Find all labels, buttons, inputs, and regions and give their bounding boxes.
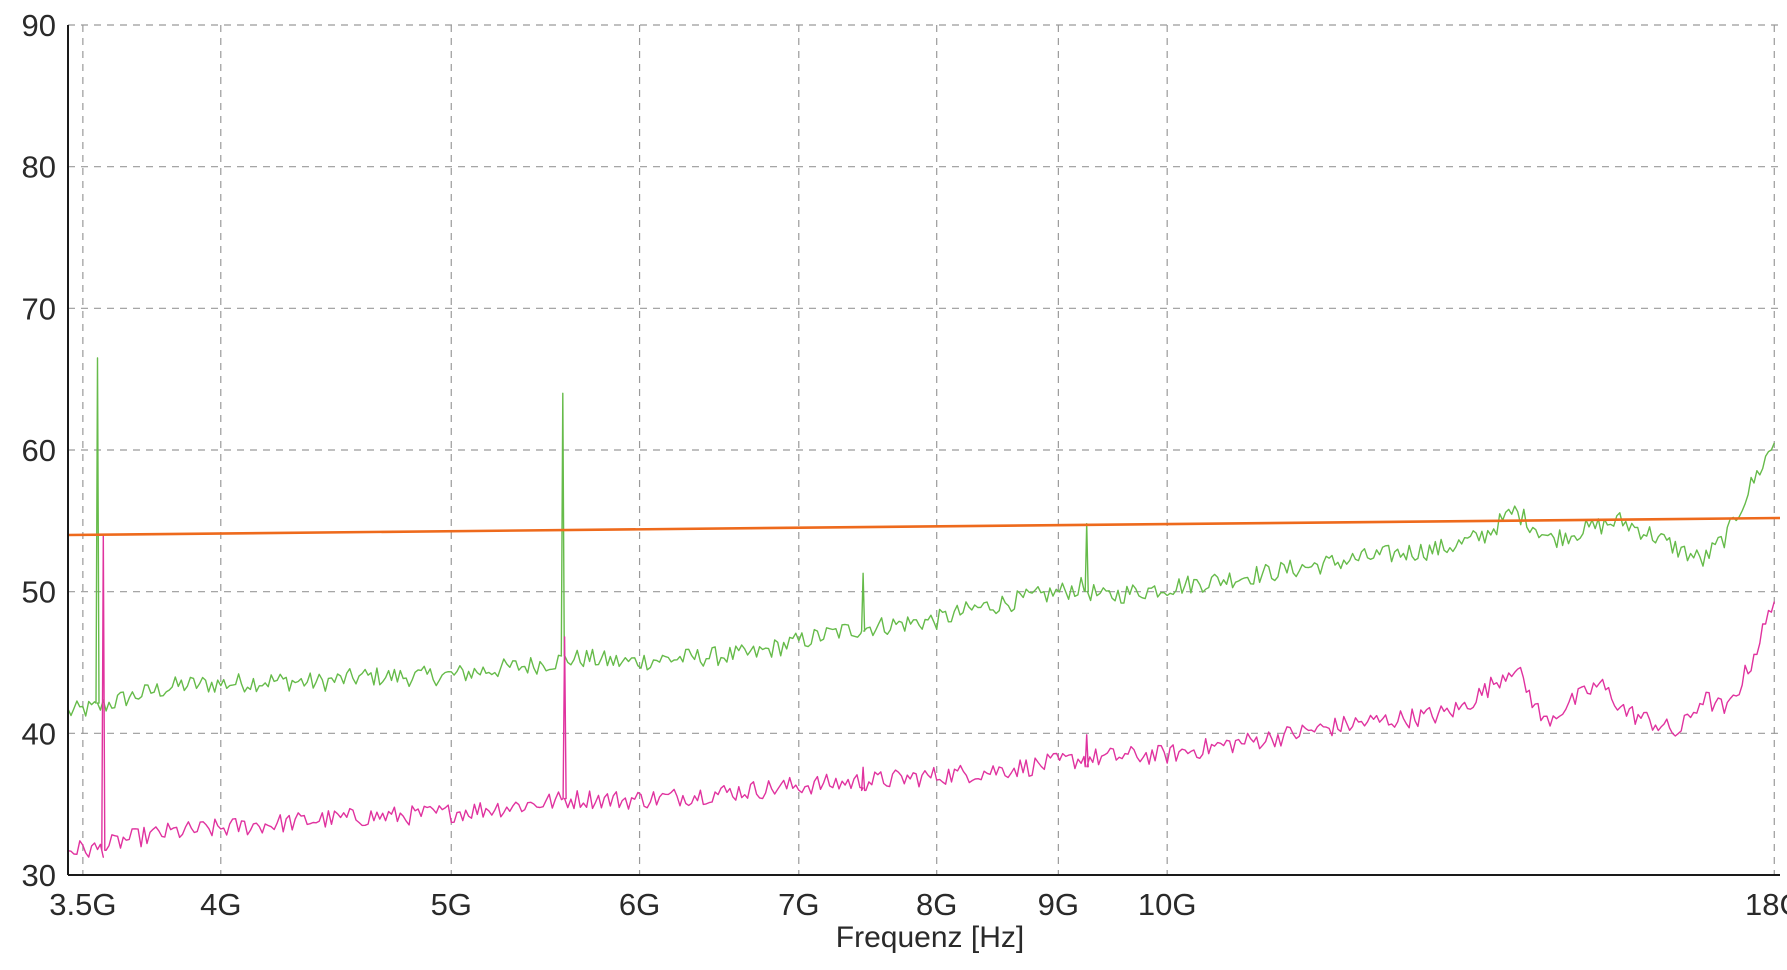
x-tick-label: 8G [916, 887, 957, 922]
x-axis-title: Frequenz [Hz] [836, 921, 1024, 954]
x-tick-label: 18G [1745, 887, 1787, 922]
y-tick-label: 40 [22, 716, 56, 751]
x-tick-label: 7G [778, 887, 819, 922]
x-tick-label: 6G [619, 887, 660, 922]
grid-lines [68, 24, 1780, 875]
y-tick-label: 30 [22, 858, 56, 893]
x-tick-label: 5G [431, 887, 472, 922]
x-tick-label: 10G [1138, 887, 1197, 922]
series-line-2 [67, 534, 1775, 858]
tick-labels: 30 40 50 60 70 80 90 3.5G 4G 5G 6G 7G 8G 9G 10G 18G [22, 8, 1787, 922]
x-tick-label: 4G [200, 887, 241, 922]
y-tick-label: 70 [22, 291, 56, 326]
x-tick-label: 9G [1038, 887, 1079, 922]
y-tick-label: 80 [22, 150, 56, 185]
x-tick-label: 3.5G [49, 887, 116, 922]
series-line-1 [67, 357, 1775, 717]
y-tick-label: 50 [22, 575, 56, 610]
series-line-3 [67, 516, 1781, 537]
y-tick-label: 90 [22, 8, 56, 43]
y-tick-label: 60 [22, 433, 56, 468]
axes [67, 25, 1780, 876]
series-lines [67, 357, 1781, 858]
